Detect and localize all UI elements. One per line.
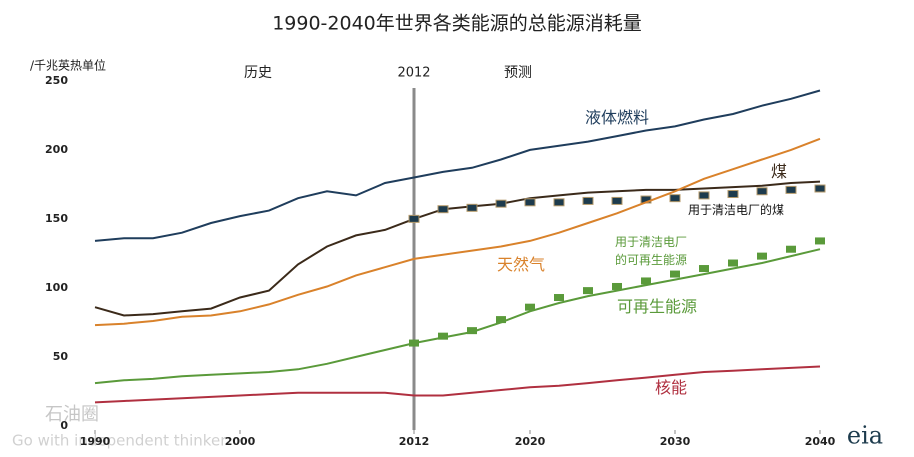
series-marker xyxy=(496,316,506,324)
x-tick-label: 2020 xyxy=(515,435,546,448)
series-marker xyxy=(524,198,536,207)
series-marker xyxy=(786,245,796,253)
series-label: 核能 xyxy=(655,378,688,397)
x-tick-label: 2012 xyxy=(399,435,430,448)
series-line xyxy=(94,180,821,317)
series-marker xyxy=(757,252,767,260)
x-tick-label: 2040 xyxy=(805,435,836,448)
series-marker xyxy=(466,203,478,212)
y-tick-label: 200 xyxy=(45,143,68,156)
y-tick-label: 0 xyxy=(60,419,68,432)
y-tick-label: 100 xyxy=(45,281,68,294)
series-marker xyxy=(727,190,739,199)
series-label: 天然气 xyxy=(497,255,546,274)
series-marker xyxy=(670,270,680,278)
series-marker xyxy=(438,332,448,340)
series-marker xyxy=(756,187,768,196)
x-tick-label: 2000 xyxy=(225,435,256,448)
watermark: 石油圈 xyxy=(45,404,99,425)
series-marker xyxy=(582,196,594,205)
logo: eia xyxy=(847,422,883,450)
series-marker xyxy=(728,259,738,267)
series-label: 液体燃料 xyxy=(585,108,650,127)
x-tick-label: 1990 xyxy=(80,435,111,448)
series-marker xyxy=(814,184,826,193)
series-line xyxy=(94,248,821,385)
series-line xyxy=(94,137,821,327)
series-marker xyxy=(612,282,622,290)
series-marker xyxy=(437,205,449,214)
series-marker xyxy=(554,294,564,302)
y-tick-label: 150 xyxy=(45,212,68,225)
series-marker xyxy=(785,185,797,194)
series-label: 可再生能源 xyxy=(617,297,698,316)
chart-title: 1990-2040年世界各类能源的总能源消耗量 xyxy=(272,13,642,35)
series-marker xyxy=(669,194,681,203)
series-marker xyxy=(698,191,710,200)
series-marker xyxy=(699,265,709,273)
series-marker xyxy=(583,287,593,295)
history-label: 历史 xyxy=(244,65,272,81)
series-label: 用于清洁电厂的煤 xyxy=(688,203,785,217)
series-marker xyxy=(815,237,825,245)
series-marker xyxy=(641,277,651,285)
series-label: 用于清洁电厂的可再生能源 xyxy=(615,235,688,267)
series-marker xyxy=(525,303,535,311)
series-marker xyxy=(408,214,420,223)
series-marker xyxy=(611,196,623,205)
series-label: 煤 xyxy=(771,162,788,181)
projection-label: 预测 xyxy=(504,65,532,81)
divider-label: 2012 xyxy=(397,66,430,81)
y-tick-label: 50 xyxy=(53,350,69,363)
series-marker xyxy=(467,327,477,335)
y-tick-label: 250 xyxy=(45,74,68,87)
x-tick-label: 2030 xyxy=(660,435,691,448)
series-marker xyxy=(495,199,507,208)
series-line xyxy=(94,89,821,242)
series-line xyxy=(94,365,821,404)
watermark: Go with independent thinker xyxy=(12,432,227,450)
y-axis-label: /千兆英热单位 xyxy=(30,58,106,73)
series-marker xyxy=(553,198,565,207)
